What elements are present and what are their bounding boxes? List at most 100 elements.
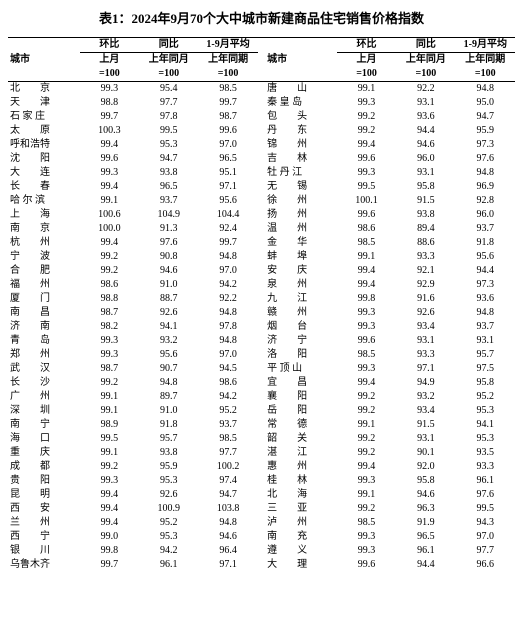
table-row: 广 州99.189.794.2襄 阳99.293.295.2 [8, 390, 515, 404]
table-body: 北 京99.395.498.5唐 山99.192.294.8天 津98.897.… [8, 82, 515, 573]
value-cell: 88.6 [396, 236, 455, 250]
value-cell: 93.1 [396, 432, 455, 446]
table-row: 哈 尔 滨99.193.795.6徐 州100.191.592.8 [8, 194, 515, 208]
value-cell: 99.7 [80, 110, 139, 124]
city-cell: 太 原 [8, 124, 80, 138]
value-cell: 99.2 [80, 250, 139, 264]
value-cell: 95.2 [456, 390, 515, 404]
value-cell: 100.6 [80, 208, 139, 222]
value-cell: 97.8 [139, 110, 198, 124]
city-cell: 金 华 [265, 236, 337, 250]
value-cell: 99.3 [80, 82, 139, 97]
value-cell: 99.4 [80, 236, 139, 250]
city-cell: 桂 林 [265, 474, 337, 488]
value-cell: 99.2 [80, 460, 139, 474]
value-cell: 99.2 [337, 404, 396, 418]
hdr-sub3b-1: =100 [198, 67, 257, 82]
city-cell: 牡 丹 江 [265, 166, 337, 180]
table-row: 长 沙99.294.898.6宜 昌99.494.995.8 [8, 376, 515, 390]
value-cell: 94.8 [198, 306, 257, 320]
value-cell: 92.1 [396, 264, 455, 278]
value-cell: 97.1 [198, 558, 257, 572]
value-cell: 96.5 [396, 530, 455, 544]
city-cell: 北 京 [8, 82, 80, 97]
city-cell: 南 宁 [8, 418, 80, 432]
value-cell: 94.5 [198, 362, 257, 376]
value-cell: 92.2 [396, 82, 455, 97]
city-cell: 银 川 [8, 544, 80, 558]
value-cell: 94.6 [198, 530, 257, 544]
hdr-grp2-2: 同比 [396, 38, 455, 53]
value-cell: 99.6 [337, 208, 396, 222]
value-cell: 92.6 [396, 306, 455, 320]
table-row: 乌鲁木齐99.796.197.1大 理99.694.496.6 [8, 558, 515, 572]
city-cell: 厦 门 [8, 292, 80, 306]
value-cell: 91.0 [139, 404, 198, 418]
value-cell: 97.7 [139, 96, 198, 110]
table-row: 海 口99.595.798.5韶 关99.293.195.3 [8, 432, 515, 446]
hdr-city-2: 城市 [265, 38, 337, 82]
value-cell: 97.0 [198, 264, 257, 278]
value-cell: 96.0 [396, 152, 455, 166]
value-cell: 95.7 [456, 348, 515, 362]
hdr-sub2a-2: 上年同月 [396, 53, 455, 68]
city-cell: 乌鲁木齐 [8, 558, 80, 572]
value-cell: 99.4 [337, 278, 396, 292]
value-cell: 104.9 [139, 208, 198, 222]
value-cell: 95.3 [456, 404, 515, 418]
value-cell: 99.6 [337, 334, 396, 348]
table-row: 青 岛99.393.294.8济 宁99.693.193.1 [8, 334, 515, 348]
value-cell: 88.7 [139, 292, 198, 306]
value-cell: 99.8 [337, 292, 396, 306]
value-cell: 94.1 [456, 418, 515, 432]
value-cell: 93.3 [396, 250, 455, 264]
table-row: 石 家 庄99.797.898.7包 头99.293.694.7 [8, 110, 515, 124]
value-cell: 91.6 [396, 292, 455, 306]
city-cell: 襄 阳 [265, 390, 337, 404]
value-cell: 99.5 [337, 180, 396, 194]
city-cell: 福 州 [8, 278, 80, 292]
value-cell: 90.1 [396, 446, 455, 460]
city-cell: 平 顶 山 [265, 362, 337, 376]
value-cell: 94.6 [396, 488, 455, 502]
value-cell: 93.3 [396, 348, 455, 362]
value-cell: 95.2 [139, 516, 198, 530]
value-cell: 94.7 [198, 488, 257, 502]
value-cell: 99.3 [337, 530, 396, 544]
city-cell: 温 州 [265, 222, 337, 236]
value-cell: 95.1 [198, 166, 257, 180]
value-cell: 92.4 [198, 222, 257, 236]
table-row: 南 昌98.792.694.8赣 州99.392.694.8 [8, 306, 515, 320]
value-cell: 98.8 [80, 292, 139, 306]
value-cell: 99.1 [80, 404, 139, 418]
table-row: 武 汉98.790.794.5平 顶 山99.397.197.5 [8, 362, 515, 376]
city-cell: 杭 州 [8, 236, 80, 250]
value-cell: 99.3 [80, 166, 139, 180]
value-cell: 94.8 [456, 306, 515, 320]
table-row: 深 圳99.191.095.2岳 阳99.293.495.3 [8, 404, 515, 418]
value-cell: 94.8 [198, 250, 257, 264]
value-cell: 93.3 [456, 460, 515, 474]
value-cell: 99.5 [139, 124, 198, 138]
value-cell: 99.6 [337, 558, 396, 572]
table-title: 表1：2024年9月70个大中城市新建商品住宅销售价格指数 [8, 8, 515, 27]
city-cell: 青 岛 [8, 334, 80, 348]
value-cell: 97.1 [198, 180, 257, 194]
value-cell: 91.5 [396, 418, 455, 432]
city-cell: 丹 东 [265, 124, 337, 138]
value-cell: 99.3 [80, 348, 139, 362]
value-cell: 95.8 [396, 180, 455, 194]
city-cell: 扬 州 [265, 208, 337, 222]
city-cell: 武 汉 [8, 362, 80, 376]
hdr-grp3-1: 1-9月平均 [198, 38, 257, 53]
value-cell: 99.2 [337, 124, 396, 138]
value-cell: 99.4 [80, 138, 139, 152]
value-cell: 93.2 [396, 390, 455, 404]
value-cell: 98.9 [80, 418, 139, 432]
city-cell: 九 江 [265, 292, 337, 306]
table-row: 天 津98.897.799.7秦 皇 岛99.393.195.0 [8, 96, 515, 110]
value-cell: 98.6 [337, 222, 396, 236]
value-cell: 96.5 [139, 180, 198, 194]
value-cell: 94.8 [198, 516, 257, 530]
table-row: 济 南98.294.197.8烟 台99.393.493.7 [8, 320, 515, 334]
